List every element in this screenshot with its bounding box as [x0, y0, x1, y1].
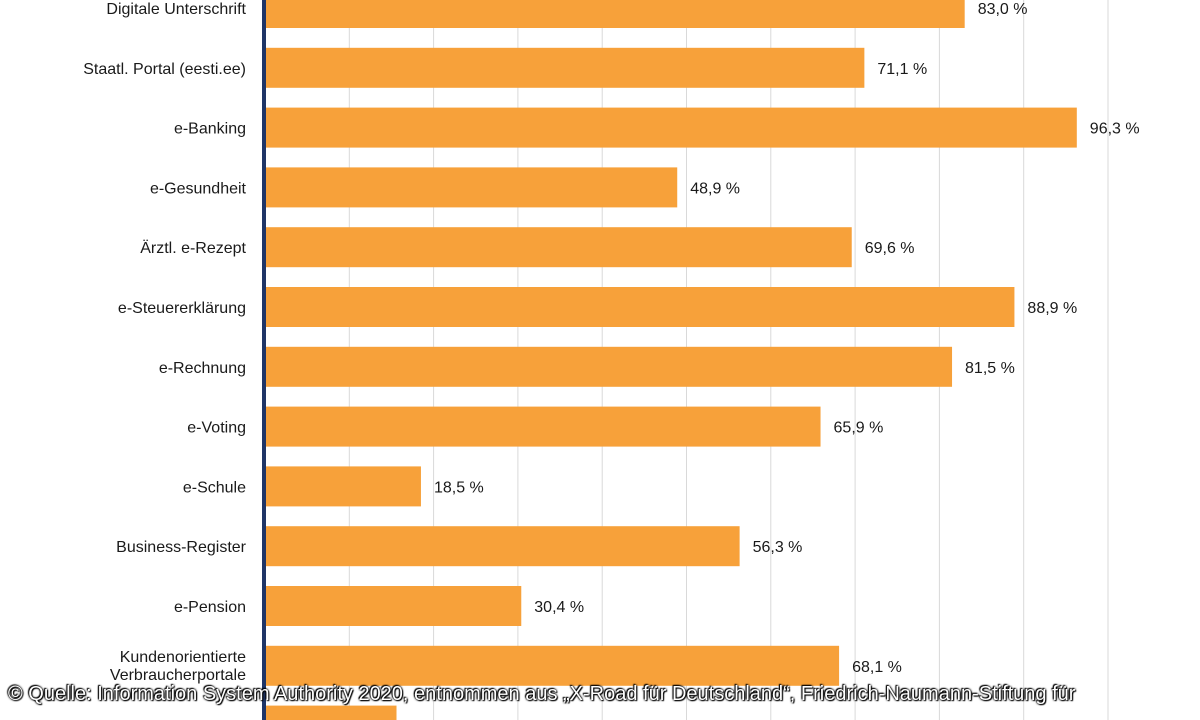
value-label: 48,9 % — [690, 180, 740, 197]
category-label: Digitale Unterschrift — [106, 1, 246, 18]
category-label: e-Voting — [187, 420, 246, 437]
value-label: 96,3 % — [1090, 121, 1140, 138]
bar — [265, 0, 965, 28]
value-label: 81,5 % — [965, 360, 1015, 377]
category-label: e-Pension — [174, 599, 246, 616]
value-labels: 83,0 % 71,1 % 96,3 % 48,9 % 69,6 % 88,9 % 81,5… — [410, 1, 1140, 720]
bar — [265, 287, 1015, 327]
category-label: e-Banking — [174, 121, 246, 138]
value-label: 69,6 % — [865, 240, 915, 257]
category-label: Ärztl. e-Rezept — [140, 239, 246, 257]
bar — [265, 586, 522, 626]
bar — [265, 526, 740, 567]
category-label: Kundenorientierte Verbraucherportale — [110, 649, 246, 684]
bars — [265, 0, 1077, 720]
value-label: 83,0 % — [978, 1, 1028, 18]
category-label: Business-Register — [116, 539, 247, 556]
value-label: 30,4 % — [534, 599, 584, 616]
category-label: Andere Anwendungen — [89, 719, 246, 720]
value-label: 71,1 % — [877, 61, 927, 78]
category-label: e-Schule — [183, 479, 246, 496]
bar — [265, 167, 678, 208]
category-label: e-Rechnung — [159, 360, 246, 377]
category-label: Staatl. Portal (eesti.ee) — [83, 61, 246, 78]
category-label: e-Steuererklärung — [118, 300, 246, 317]
bar — [265, 645, 840, 686]
bar — [265, 47, 865, 88]
bar — [265, 227, 852, 268]
bar — [265, 705, 397, 720]
bar — [265, 107, 1077, 148]
bar — [265, 466, 421, 507]
value-label: 65,9 % — [834, 420, 884, 437]
value-label: 15,6 % — [410, 719, 460, 720]
category-label: e-Gesundheit — [150, 180, 247, 197]
bar — [265, 346, 953, 387]
value-label: 68,1 % — [852, 659, 902, 676]
bar — [265, 406, 821, 447]
value-label: 18,5 % — [434, 479, 484, 496]
source-note: © Quelle: Information System Authority 2… — [8, 683, 1076, 705]
value-label: 56,3 % — [753, 539, 803, 556]
value-label: 88,9 % — [1027, 300, 1077, 317]
category-labels: Digitale Unterschrift Staatl. Portal (ees… — [83, 1, 246, 720]
